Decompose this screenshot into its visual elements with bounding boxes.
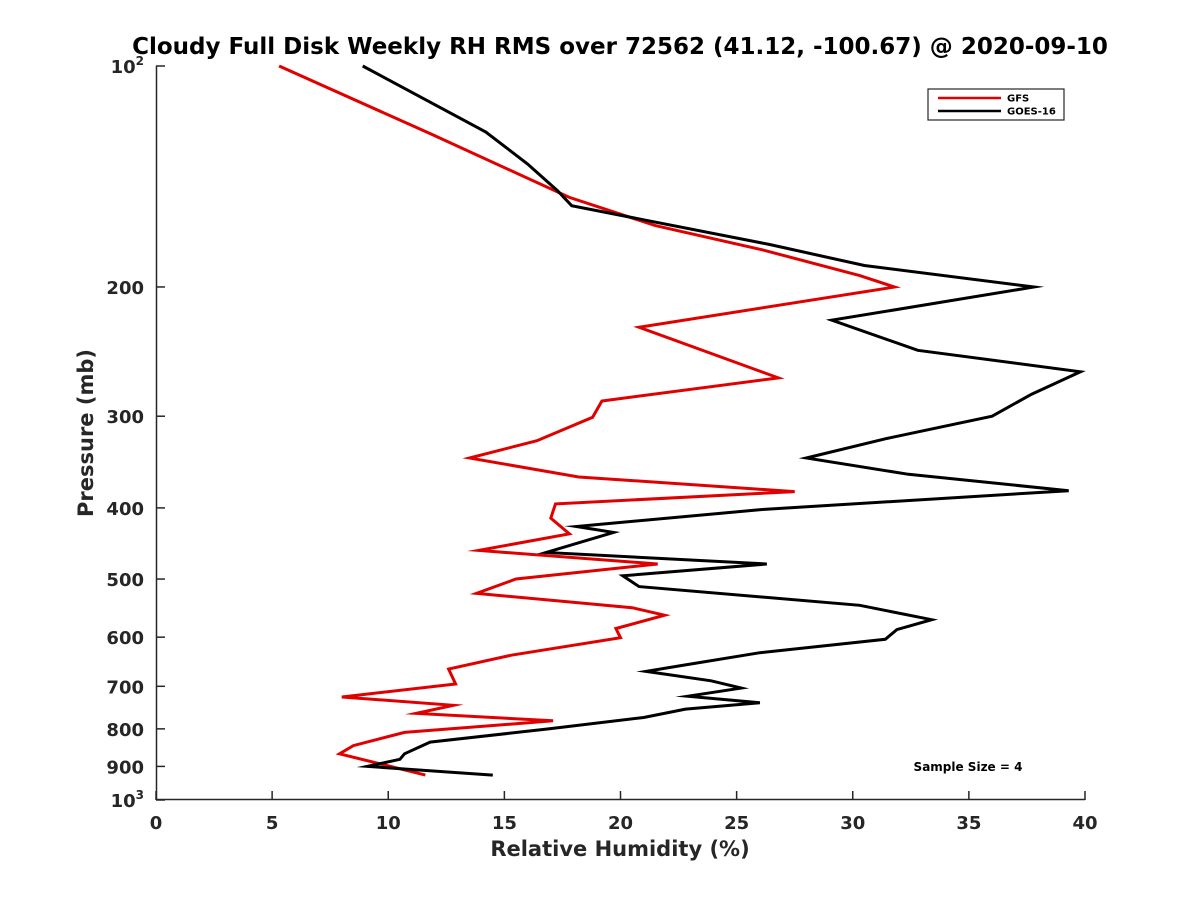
y-tick-label: 700 [106,677,144,698]
x-tick-label: 0 [150,813,163,834]
legend-label-gfs: GFS [1007,94,1029,105]
x-tick-label: 15 [492,813,517,834]
series-line-goes-16 [356,64,1086,777]
plot-area: 0 5 10 15 20 25 30 35 40 102 200 300 400 500 600 700 80… [106,54,1097,834]
y-tick-label: 103 [111,788,144,812]
legend: GFS GOES-16 [927,88,1065,121]
y-tick-label: 500 [106,570,144,591]
y-axis-label: Pressure (mb) [74,349,98,517]
x-tick-label: 5 [266,813,279,834]
y-tick-label: 600 [106,628,144,649]
y-tick-label: 300 [106,407,144,428]
x-tick-label: 40 [1072,813,1097,834]
x-tick-label: 35 [956,813,981,834]
sample-size-annotation: Sample Size = 4 [914,760,1023,774]
legend-label-goes-16: GOES-16 [1007,107,1056,118]
x-axis-label: Relative Humidity (%) [490,837,749,861]
y-ticks: 102 200 300 400 500 600 700 800 900 103 [106,54,165,812]
x-tick-label: 20 [608,813,633,834]
legend-entries: GFS GOES-16 [938,94,1056,118]
y-tick-label: 900 [106,757,144,778]
y-tick-label: 800 [106,720,144,741]
x-ticks: 0 5 10 15 20 25 30 35 40 [150,791,1098,834]
series-line-gfs [278,64,901,777]
y-tick-label: 102 [111,54,144,78]
chart-title: Cloudy Full Disk Weekly RH RMS over 7256… [132,34,1108,60]
y-tick-label: 400 [106,499,144,520]
x-tick-label: 10 [376,813,401,834]
y-tick-label: 200 [106,278,144,299]
x-tick-label: 25 [724,813,749,834]
legend-box [927,88,1065,121]
x-tick-label: 30 [840,813,865,834]
series-lines [278,64,1086,777]
